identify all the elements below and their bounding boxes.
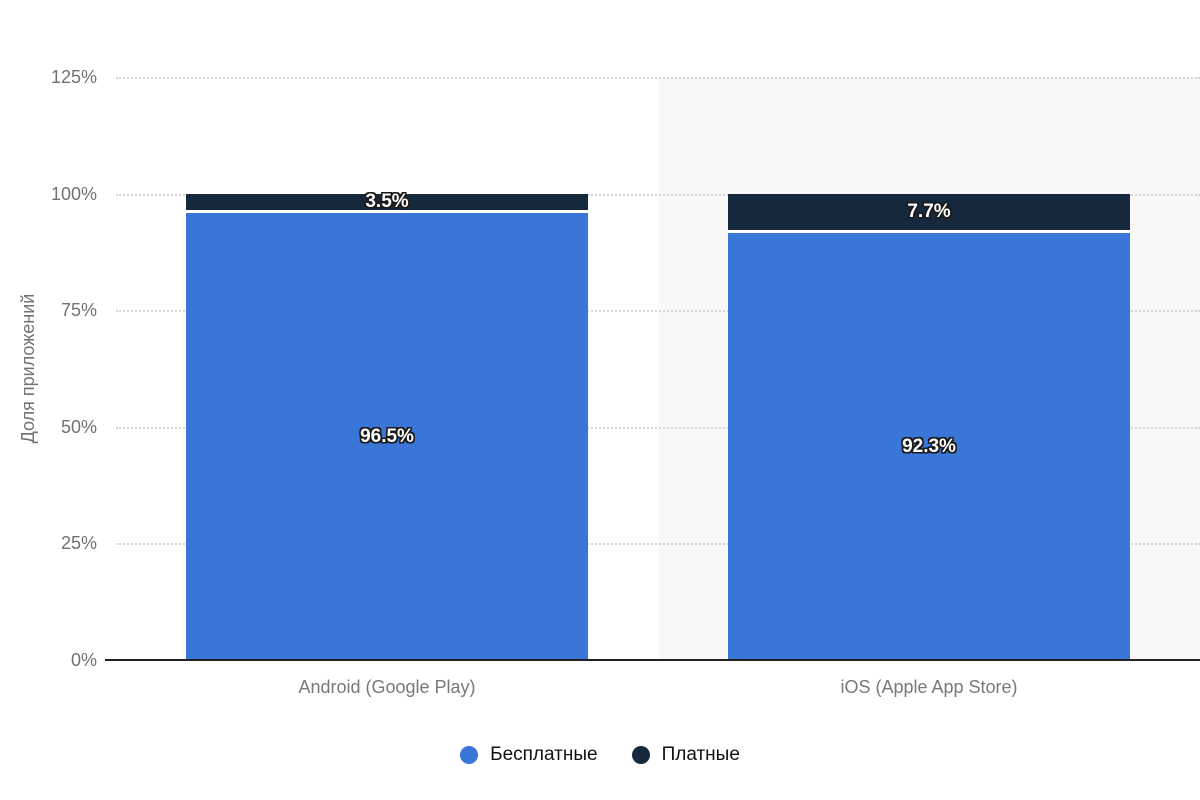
y-axis-title: Доля приложений: [17, 293, 38, 443]
y-tick-label: 50%: [60, 416, 97, 437]
legend-item-paid[interactable]: Платные: [631, 744, 740, 766]
y-gridline: [116, 193, 1200, 196]
y-tick-label: 125%: [50, 67, 97, 87]
legend-item-free[interactable]: Бесплатные: [460, 744, 598, 766]
legend-circle-icon: [631, 746, 650, 764]
bar-segment-free[interactable]: [728, 229, 1130, 660]
data-label-paid: 3.5%: [365, 190, 409, 212]
bar-segment-free[interactable]: [186, 209, 588, 660]
y-gridline: [116, 77, 1200, 79]
y-gridline: [116, 310, 1200, 313]
y-gridline: [116, 426, 1200, 429]
data-label-paid: 7.7%: [907, 200, 951, 222]
x-category-label: iOS (Apple App Store): [840, 677, 1018, 697]
y-tick-label: 0%: [70, 650, 97, 670]
data-label-free: 92.3%: [902, 435, 956, 457]
bar-segment-paid[interactable]: [728, 193, 1130, 230]
y-gridline: [116, 543, 1200, 546]
legend-label: Бесплатные: [490, 744, 598, 765]
chart-legend: Бесплатные Платные: [0, 744, 1200, 766]
data-label-free: 96.5%: [360, 425, 414, 447]
x-category-label: Android (Google Play): [298, 677, 476, 697]
y-tick-label: 100%: [50, 183, 97, 204]
y-tick-label: 75%: [60, 300, 97, 321]
legend-label: Платные: [661, 744, 740, 765]
legend-circle-icon: [460, 746, 479, 764]
bar-android[interactable]: [186, 193, 588, 660]
bar-segment-paid[interactable]: [186, 193, 588, 210]
y-tick-label: 25%: [60, 533, 97, 554]
x-axis-line: [105, 659, 1200, 661]
bar-ios[interactable]: [728, 193, 1130, 660]
